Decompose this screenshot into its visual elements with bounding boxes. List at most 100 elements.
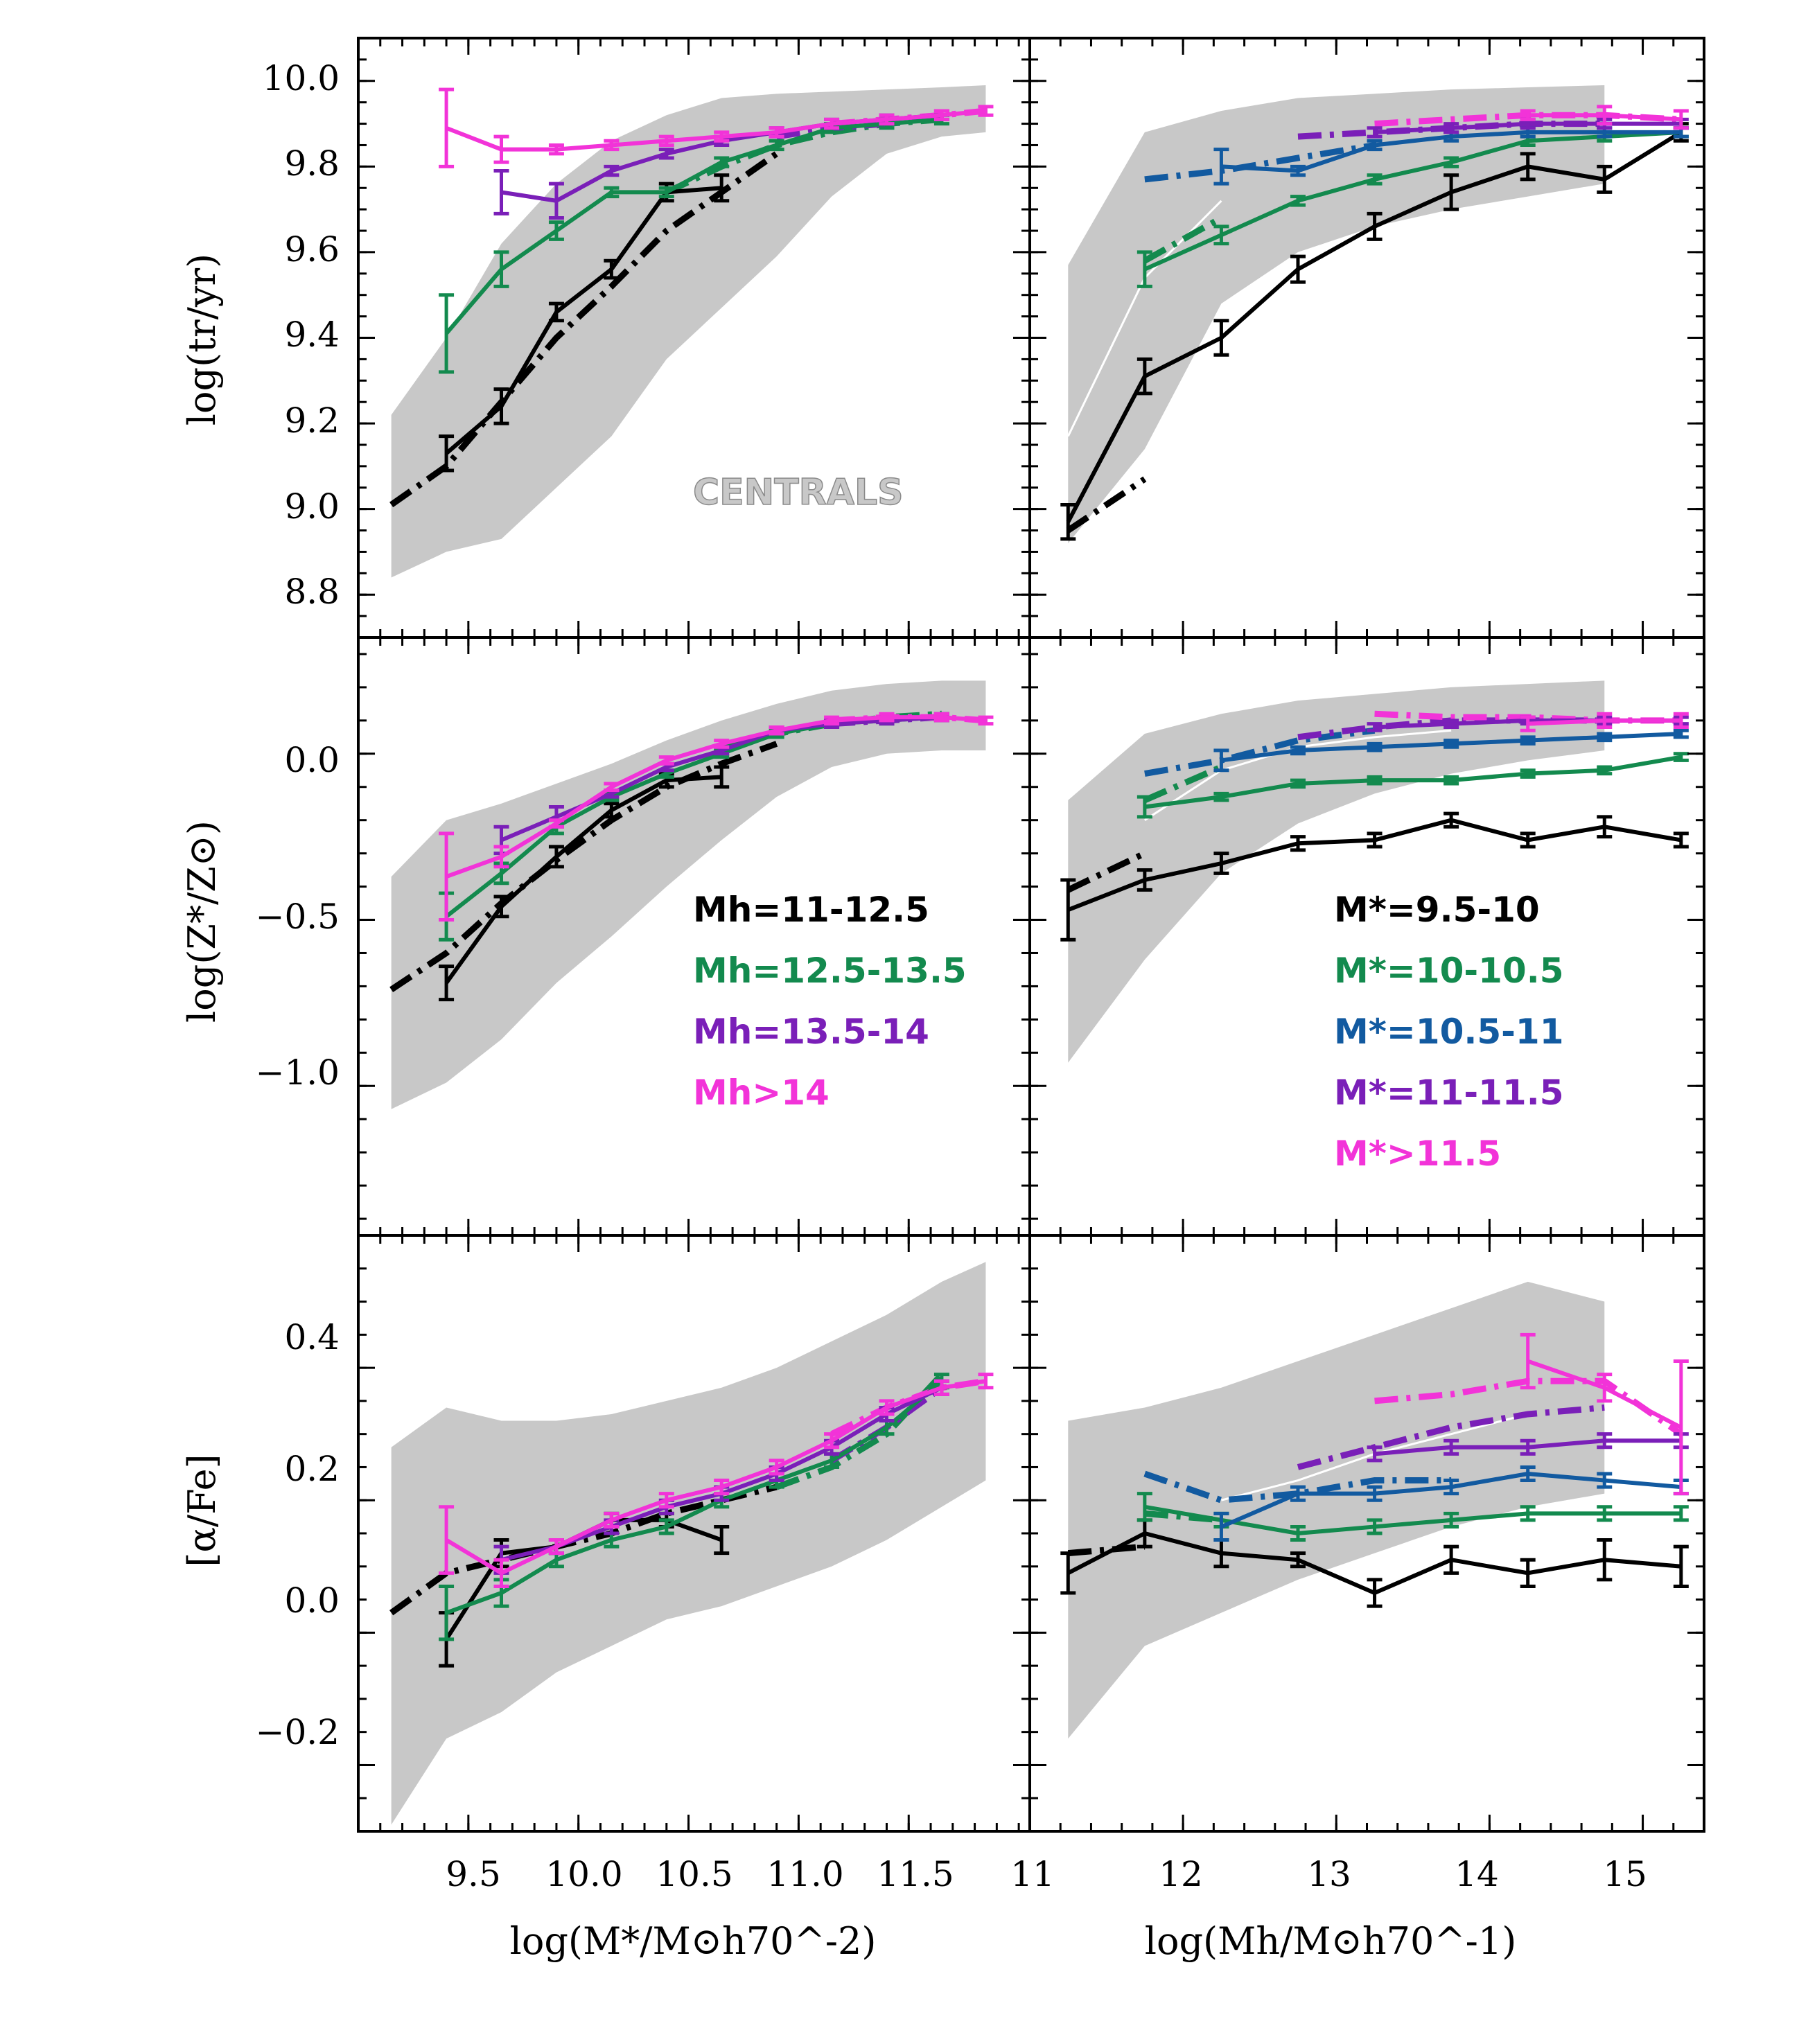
y-tick-label: 0.2	[284, 1449, 340, 1489]
error-bar	[439, 1584, 455, 1641]
y-tick-label: 0.4	[284, 1317, 340, 1357]
error-bar	[1443, 1438, 1459, 1456]
error-bar	[1673, 1544, 1689, 1588]
x-tick-label: 9.5	[446, 1854, 501, 1894]
panel-plot-area	[1060, 1281, 1689, 1739]
error-bar	[1290, 1524, 1306, 1542]
error-bar	[1213, 1511, 1229, 1542]
scatter-band	[391, 1262, 986, 1825]
error-bar	[1673, 1505, 1689, 1522]
error-bar	[769, 1459, 784, 1476]
dashdot-line-Mh=12.5-13.5	[775, 1372, 945, 1490]
dashdot-line-Mh=13.5-14	[775, 112, 942, 140]
error-bar	[1597, 1505, 1613, 1522]
error-bar	[1213, 319, 1229, 357]
error-bar	[1367, 1445, 1383, 1463]
legend-item-ms-9.5-10: M*=9.5-10	[1334, 890, 1540, 930]
y-ticks-row2: −1.0 −0.5 0.0	[256, 740, 340, 1093]
series-line-Mh=11-12.5	[444, 775, 722, 985]
error-bar	[1367, 1485, 1383, 1502]
dashdot-line-M*=10.5-11	[1143, 1470, 1452, 1504]
legend-right: M*=9.5-10 M*=10-10.5 M*=10.5-11 M*=11-11…	[1334, 890, 1564, 1174]
error-bar	[548, 182, 564, 220]
error-bar	[548, 143, 564, 156]
x-tick-label: 14	[1455, 1854, 1499, 1894]
panel-plot-area	[389, 85, 994, 578]
error-bar	[1520, 1558, 1536, 1588]
error-bar	[1213, 148, 1229, 186]
dashdot-line-M*=9.5-10	[1067, 850, 1146, 893]
error-bar	[1597, 1472, 1613, 1489]
error-bar	[1367, 831, 1383, 849]
error-bar	[933, 1379, 949, 1396]
y-axis-title-row2: log(Z*/Z⊙)	[180, 820, 224, 1023]
y-tick-label: −0.5	[256, 897, 340, 937]
legend-item-mh-gt-14: Mh>14	[693, 1073, 830, 1113]
error-bar	[1520, 1332, 1536, 1390]
error-bar	[1520, 1438, 1536, 1456]
error-bar	[1443, 173, 1459, 211]
error-bar	[1443, 775, 1459, 786]
error-bar	[493, 387, 509, 425]
x-tick-label: 10.5	[656, 1854, 732, 1894]
error-bar	[493, 845, 509, 869]
error-bar	[769, 139, 784, 152]
error-bar	[1597, 1538, 1613, 1582]
y-tick-label: 0.0	[284, 1580, 340, 1621]
x-tick-label: 15	[1603, 1854, 1647, 1894]
error-bar	[1213, 852, 1229, 875]
error-bar	[978, 715, 994, 726]
x-ticks-right: 11 12 13 14 15	[1010, 1854, 1647, 1894]
error-bar	[714, 765, 730, 789]
error-bar	[439, 293, 455, 374]
error-bar	[548, 301, 564, 323]
error-bar	[1290, 778, 1306, 789]
legend-item-ms-gt-11.5: M*>11.5	[1334, 1134, 1501, 1174]
error-bar	[1597, 105, 1613, 126]
error-bar	[769, 126, 784, 139]
error-bar	[933, 109, 949, 121]
error-bar	[493, 169, 509, 215]
error-bar	[1443, 739, 1459, 749]
y-tick-label: 9.2	[284, 400, 340, 441]
error-bar	[604, 186, 620, 199]
error-bar	[1367, 126, 1383, 139]
legend-item-mh-13.5-14: Mh=13.5-14	[693, 1012, 929, 1052]
dashdot-line-all centrals	[389, 741, 778, 992]
x-axis-title-right: log(Mh/M⊙h70^-1)	[1145, 1919, 1517, 1963]
error-bar	[1520, 768, 1536, 779]
error-bar	[658, 1518, 674, 1535]
series-line-Mh=11-12.5	[445, 186, 722, 455]
error-bar	[769, 725, 784, 736]
panel-metallicity-vs-stellar-mass	[357, 636, 1031, 1237]
error-bar	[1443, 811, 1459, 829]
y-tick-label: 8.8	[284, 572, 340, 612]
error-bar	[714, 130, 730, 143]
dashdot-line-all centrals	[389, 151, 779, 508]
y-tick-label: 9.8	[284, 143, 340, 184]
error-bar	[1443, 156, 1459, 168]
error-bar	[1673, 752, 1689, 762]
y-tick-label: 9.0	[284, 486, 340, 527]
y-tick-label: −1.0	[256, 1052, 340, 1093]
error-bar	[1367, 1518, 1383, 1535]
annotation-centrals: CENTRALS	[693, 472, 904, 513]
x-tick-label: 11.5	[877, 1854, 954, 1894]
error-bar	[1520, 715, 1536, 732]
error-bar	[548, 818, 564, 829]
error-bar	[978, 105, 994, 117]
error-bar	[1290, 1551, 1306, 1569]
panel-metallicity-vs-halo-mass	[1028, 636, 1705, 1237]
legend-item-ms-11-11.5: M*=11-11.5	[1334, 1073, 1564, 1113]
error-bar	[658, 134, 674, 147]
error-bar	[548, 1538, 564, 1556]
error-bar	[1520, 152, 1536, 182]
legend-item-mh-12.5-13.5: Mh=12.5-13.5	[693, 951, 967, 991]
error-bar	[1520, 735, 1536, 746]
x-tick-label: 13	[1307, 1854, 1351, 1894]
error-bar	[714, 1524, 730, 1556]
error-bar	[824, 1432, 840, 1450]
panel-alpha-fe-vs-halo-mass	[1028, 1234, 1705, 1833]
error-bar	[1367, 211, 1383, 241]
